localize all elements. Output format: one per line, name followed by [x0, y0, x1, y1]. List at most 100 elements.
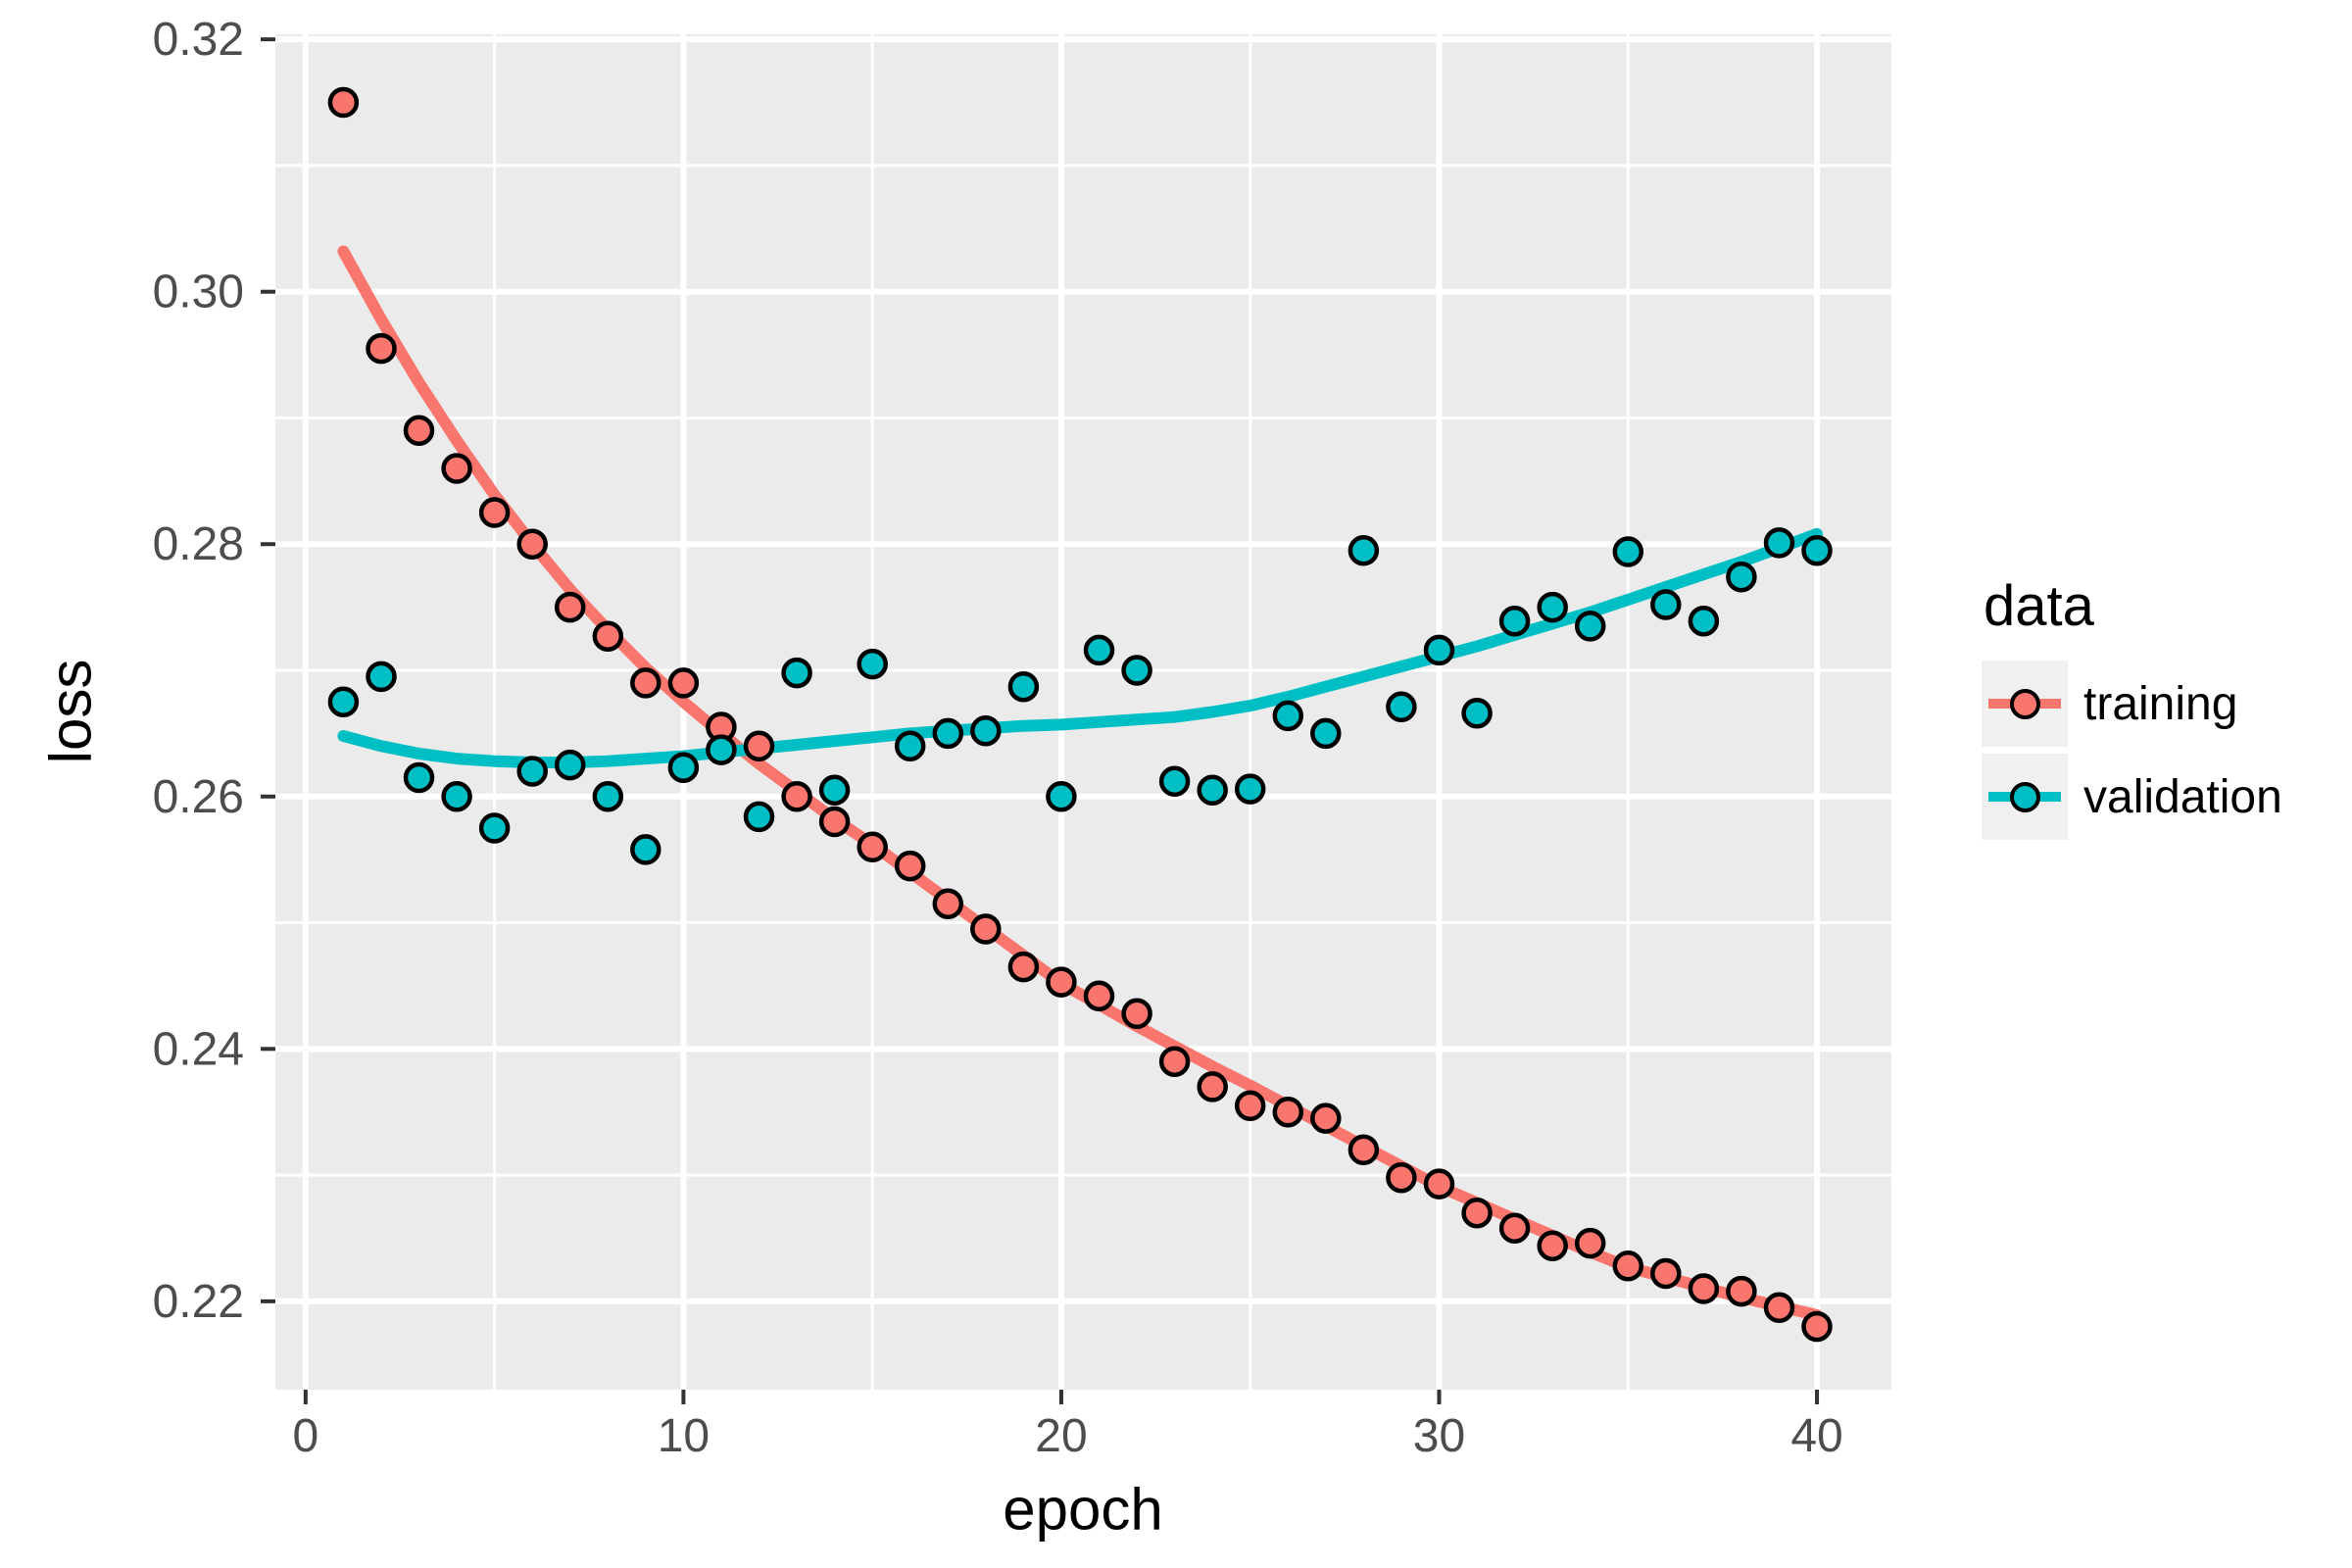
data-point-training	[743, 730, 775, 762]
x-tick-label: 10	[658, 1410, 710, 1462]
data-point-training	[1423, 1168, 1455, 1200]
data-point-validation	[1763, 527, 1795, 559]
data-point-validation	[1386, 691, 1417, 723]
data-point-validation	[1046, 781, 1077, 812]
data-point-validation	[894, 730, 926, 762]
data-point-training	[1801, 1310, 1833, 1343]
data-point-validation	[818, 774, 851, 807]
legend-item-validation: validation	[1982, 754, 2282, 840]
data-point-training	[1386, 1161, 1417, 1194]
data-point-validation	[403, 761, 435, 794]
data-point-training	[1158, 1046, 1191, 1077]
data-point-training	[327, 86, 360, 119]
data-point-validation	[630, 834, 662, 865]
data-point-training	[1007, 951, 1040, 983]
data-point-validation	[366, 661, 397, 693]
data-point-training	[1083, 980, 1115, 1011]
data-point-training	[478, 497, 511, 528]
data-point-training	[1234, 1090, 1266, 1122]
legend-label-training: training	[2083, 677, 2238, 730]
data-point-validation	[1801, 534, 1833, 566]
data-point-validation	[1537, 591, 1568, 623]
y-tick-label: 0.32	[153, 14, 244, 66]
y-tick-label: 0.28	[153, 518, 244, 570]
x-tick-label: 0	[292, 1410, 318, 1462]
data-point-training	[1121, 998, 1152, 1030]
data-point-training	[1763, 1292, 1795, 1324]
data-point-training	[1688, 1273, 1720, 1304]
y-tick-label: 0.30	[153, 267, 244, 318]
data-point-training	[970, 913, 1002, 945]
data-point-validation	[1234, 773, 1266, 805]
legend-key-training-icon	[1982, 661, 2068, 747]
data-point-validation	[1461, 698, 1493, 729]
data-point-validation	[441, 781, 472, 812]
data-point-validation	[781, 657, 812, 689]
data-point-validation	[1574, 611, 1606, 642]
data-point-training	[1650, 1257, 1682, 1290]
training-point-swatch	[2010, 689, 2040, 719]
legend-item-training: training	[1982, 661, 2282, 747]
legend-label-validation: validation	[2083, 770, 2282, 823]
data-point-validation	[1272, 700, 1304, 732]
x-tick-label: 30	[1413, 1410, 1465, 1462]
data-point-training	[1537, 1230, 1568, 1261]
data-point-validation	[1650, 589, 1682, 620]
data-point-validation	[554, 749, 586, 781]
data-point-validation	[857, 648, 888, 680]
data-point-training	[1310, 1102, 1342, 1134]
validation-point-swatch	[2010, 782, 2040, 812]
data-point-validation	[1498, 606, 1531, 637]
data-point-training	[857, 831, 888, 863]
data-point-training	[592, 620, 624, 652]
data-point-training	[1574, 1227, 1606, 1259]
legend: data training validation	[1982, 573, 2282, 847]
data-point-validation	[1197, 774, 1228, 807]
data-point-validation	[1083, 634, 1115, 666]
y-tick-label: 0.24	[153, 1023, 244, 1075]
data-point-validation	[1612, 536, 1644, 567]
data-point-training	[818, 806, 851, 838]
y-tick-label: 0.26	[153, 771, 244, 823]
data-point-training	[1348, 1134, 1380, 1166]
data-point-training	[1612, 1250, 1644, 1282]
data-point-validation	[327, 686, 360, 717]
validation-smooth-line	[337, 527, 1823, 768]
y-tick-label: 0.22	[153, 1276, 244, 1328]
data-point-validation	[970, 715, 1002, 747]
data-point-training	[781, 781, 812, 812]
data-point-validation	[1726, 561, 1757, 593]
data-point-training	[366, 332, 397, 365]
plot-panel	[275, 34, 1891, 1390]
data-point-training	[1498, 1212, 1531, 1244]
data-point-training	[403, 415, 435, 447]
data-point-training	[667, 667, 700, 699]
data-point-training	[630, 667, 662, 699]
data-point-validation	[516, 756, 548, 787]
data-point-validation	[1423, 634, 1455, 666]
data-point-validation	[1348, 534, 1380, 566]
x-axis-title: epoch	[1003, 1476, 1163, 1543]
y-axis-title: loss	[37, 659, 104, 764]
data-point-training	[932, 888, 964, 919]
data-point-training	[441, 453, 472, 484]
data-point-training	[1272, 1096, 1304, 1128]
data-point-validation	[592, 781, 624, 812]
data-point-validation	[1688, 606, 1720, 637]
training-smooth-line	[337, 245, 1823, 1321]
data-point-validation	[667, 752, 700, 783]
x-tick-label: 20	[1035, 1410, 1087, 1462]
data-point-validation	[478, 812, 511, 844]
legend-title: data	[1984, 574, 2094, 638]
data-point-training	[1197, 1071, 1228, 1102]
data-point-validation	[1007, 670, 1040, 703]
data-point-training	[554, 591, 586, 623]
data-point-validation	[743, 801, 775, 833]
data-point-training	[894, 850, 926, 882]
x-tick-label: 40	[1790, 1410, 1842, 1462]
data-point-training	[1046, 966, 1077, 998]
data-point-validation	[1158, 765, 1191, 798]
data-point-validation	[1121, 655, 1152, 686]
